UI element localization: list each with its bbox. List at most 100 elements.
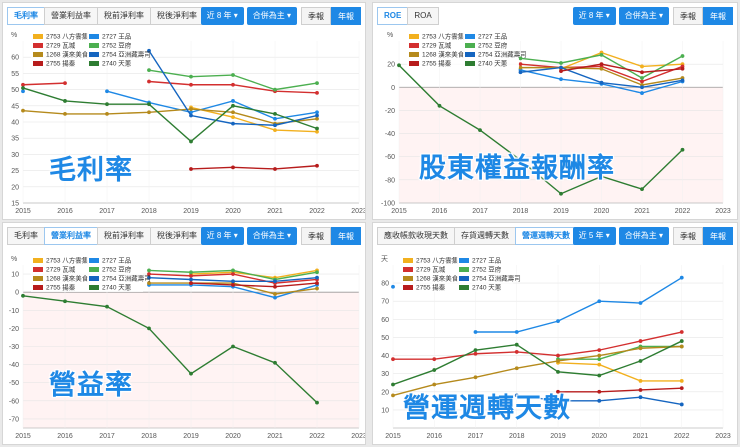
data-point: [231, 73, 235, 77]
data-point: [63, 112, 67, 116]
quarterly-button[interactable]: 季報: [673, 227, 703, 245]
legend-swatch: [33, 43, 43, 48]
annual-button[interactable]: 年報: [703, 7, 733, 25]
metric-tab[interactable]: 應收帳款收現天數: [377, 227, 455, 245]
legend-label: 2727 王品: [102, 257, 131, 265]
data-point: [391, 284, 395, 289]
x-tick-label: 2020: [225, 433, 241, 440]
data-point: [432, 382, 437, 387]
metric-tabs: ROE ROA: [377, 7, 439, 25]
data-point: [640, 79, 644, 84]
data-point: [315, 90, 319, 95]
x-tick-label: 2020: [591, 433, 607, 440]
data-point: [273, 123, 277, 128]
series-line: [398, 64, 683, 195]
chart-overlay-title: 營運週轉天數: [403, 393, 571, 423]
data-point: [231, 283, 235, 287]
chart-panel: 毛利率 營業利益率 稅前淨利率 稅後淨利率近 8 年 ▾ 合併為主 ▾ 季報 年報 -70 -6…: [2, 222, 366, 445]
line-chart: 10 20 30 40 50 60 70 80 天 2015 2016 2017 2018 2019 202…: [381, 255, 731, 440]
basis-dropdown[interactable]: 合併為主 ▾: [618, 227, 669, 245]
y-tick-label: -80: [385, 177, 395, 184]
data-point: [638, 301, 643, 305]
legend-label: 2740 天蔥: [102, 59, 132, 68]
data-point: [559, 191, 563, 196]
x-tick-label: 2022: [675, 208, 691, 215]
legend-label: 2729 瓦城: [416, 266, 446, 274]
basis-dropdown[interactable]: 合併為主 ▾: [618, 7, 669, 25]
legend-label: 2755 揚秦: [422, 59, 452, 68]
data-point: [147, 281, 151, 286]
data-point: [147, 268, 151, 273]
x-tick-label: 2022: [674, 433, 690, 440]
data-point: [518, 158, 523, 163]
line-chart: 15 20 25 30 35 40 45 50 55 60% 2015 2016 2017 2018 201…: [11, 32, 365, 216]
data-point: [231, 103, 235, 108]
data-point: [597, 299, 602, 304]
legend-label: 2755 揚秦: [416, 283, 446, 292]
legend-swatch: [459, 258, 469, 263]
basis-dropdown[interactable]: 合併為主 ▾: [246, 7, 297, 25]
data-point: [559, 69, 563, 73]
series: [391, 330, 684, 362]
data-point: [599, 66, 604, 71]
data-point: [473, 330, 478, 334]
data-point: [559, 61, 563, 65]
data-point: [63, 81, 67, 86]
series: [21, 293, 319, 405]
legend-swatch: [33, 258, 43, 263]
quarterly-button[interactable]: 季報: [301, 227, 331, 245]
series: [189, 281, 319, 289]
data-point: [189, 371, 193, 376]
data-point: [189, 273, 193, 278]
data-point: [147, 79, 151, 84]
legend-swatch: [89, 258, 99, 263]
series: [21, 89, 319, 121]
y-tick-label: 80: [381, 281, 389, 288]
data-point: [638, 339, 643, 343]
data-point: [680, 54, 685, 58]
data-point: [273, 167, 277, 171]
metric-tab[interactable]: 稅前淨利率: [97, 7, 151, 25]
data-point: [556, 398, 560, 403]
series: [189, 163, 319, 171]
metric-tab[interactable]: ROA: [407, 7, 439, 25]
annual-button[interactable]: 年報: [703, 227, 733, 245]
range-dropdown[interactable]: 近 8 年 ▾: [572, 7, 616, 25]
legend-swatch: [89, 61, 99, 66]
data-point: [189, 277, 193, 282]
data-point: [189, 107, 193, 111]
range-dropdown[interactable]: 近 8 年 ▾: [200, 7, 244, 25]
quarterly-button[interactable]: 季報: [301, 7, 331, 25]
y-tick-label: -70: [9, 416, 19, 423]
range-dropdown[interactable]: 近 5 年 ▾: [572, 227, 616, 245]
metric-tab[interactable]: 存貨週轉天數: [454, 227, 516, 245]
data-point: [315, 81, 319, 86]
legend-swatch: [459, 276, 469, 281]
data-point: [189, 74, 193, 79]
series-line: [22, 108, 318, 125]
data-point: [21, 293, 25, 298]
series-line: [392, 340, 683, 386]
x-tick-label: 2017: [99, 208, 115, 215]
series: [391, 339, 684, 387]
basis-dropdown[interactable]: 合併為主 ▾: [246, 227, 297, 245]
legend-swatch: [89, 285, 99, 290]
y-axis-unit: 天: [381, 255, 388, 263]
quarterly-button[interactable]: 季報: [673, 7, 703, 25]
data-point: [147, 326, 151, 331]
legend-label: 2754 亞洲藏壽司: [478, 50, 527, 59]
data-point: [231, 115, 235, 120]
series-line: [558, 345, 682, 360]
annual-button[interactable]: 年報: [331, 227, 361, 245]
annual-button[interactable]: 年報: [331, 7, 361, 25]
data-point: [640, 85, 644, 90]
series-line: [558, 387, 682, 393]
y-tick-label: 40: [381, 353, 389, 360]
metric-tab[interactable]: 稅前淨利率: [97, 227, 151, 245]
range-dropdown[interactable]: 近 8 年 ▾: [200, 227, 244, 245]
x-tick-label: 2016: [57, 208, 73, 215]
data-point: [273, 279, 277, 284]
legend-swatch: [403, 276, 413, 281]
y-tick-label: 60: [381, 317, 389, 324]
x-tick-label: 2015: [15, 433, 31, 440]
